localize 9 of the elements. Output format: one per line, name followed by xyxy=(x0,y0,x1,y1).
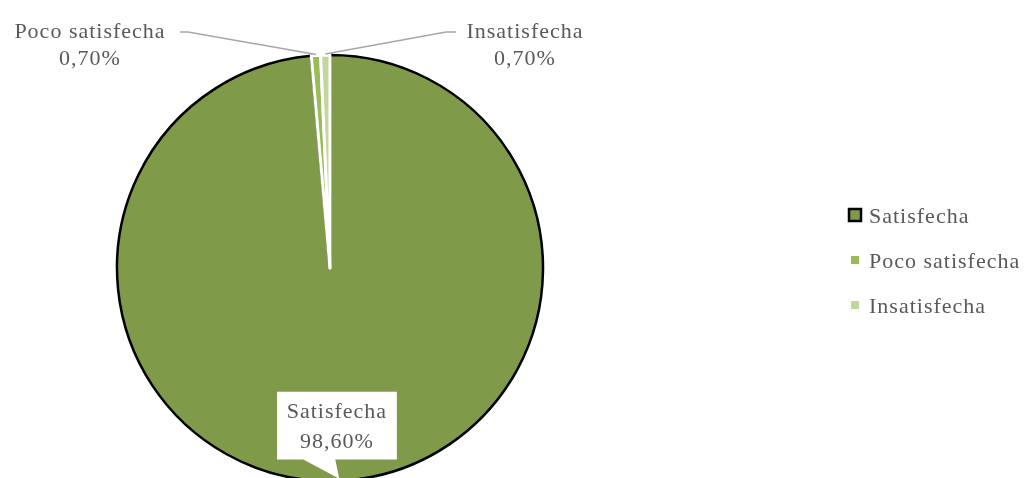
legend-label: Satisfecha xyxy=(869,202,970,228)
slice-label: Poco satisfecha xyxy=(14,17,166,43)
slice-label: Insatisfecha xyxy=(466,17,584,43)
data-label: 98,60% xyxy=(300,427,374,453)
data-label: 0,70% xyxy=(494,44,556,70)
slice-label: Satisfecha xyxy=(286,397,388,423)
legend-label: Poco satisfecha xyxy=(869,247,1021,273)
legend-label: Insatisfecha xyxy=(869,292,987,318)
data-label: 0,70% xyxy=(59,44,121,70)
